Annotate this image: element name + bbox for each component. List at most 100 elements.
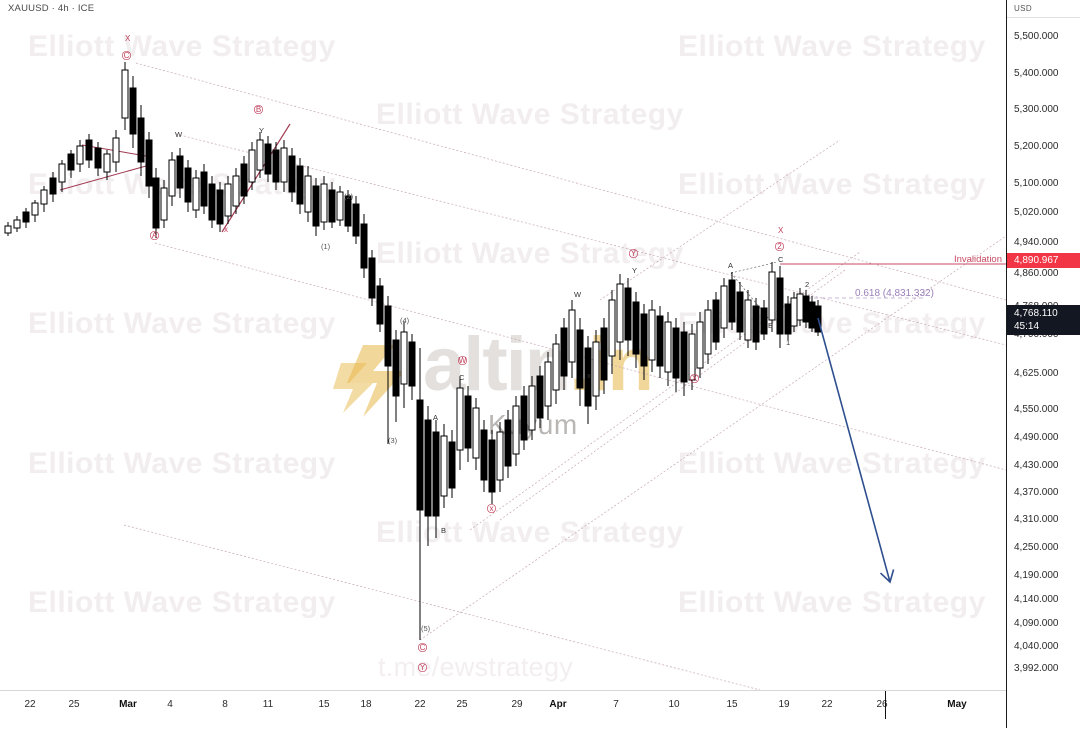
invalidation-label: Invalidation <box>953 254 1002 265</box>
wave-label: x <box>490 504 494 513</box>
price-tick-label: 4,430.000 <box>1014 460 1059 471</box>
wave-label: 1 <box>786 338 790 347</box>
candle-group-wave12 <box>288 148 368 278</box>
wave-label: A <box>152 231 158 240</box>
wave-label: (5) <box>421 624 431 633</box>
wave-label: A <box>728 261 733 270</box>
wave-label: C <box>124 51 130 60</box>
candle-group-w <box>160 148 216 228</box>
wave-label: (4) <box>400 316 410 325</box>
candle-group-a <box>4 130 120 236</box>
time-tick-label: 15 <box>318 699 330 710</box>
time-tick-label: 22 <box>414 699 426 710</box>
wave-label-circle <box>457 355 468 366</box>
wave-label-circle <box>253 104 264 115</box>
wave-label: X <box>125 34 131 43</box>
wave-label: C <box>420 643 426 652</box>
forecast-arrow <box>817 317 895 584</box>
candle-group-y2 <box>608 274 696 396</box>
time-tick-label: 25 <box>68 699 80 710</box>
time-tick-label: 22 <box>24 699 36 710</box>
candle-group-wave45 <box>416 348 464 640</box>
price-tick-label: 5,500.000 <box>1014 31 1059 42</box>
price-tick-label: 4,040.000 <box>1014 641 1059 652</box>
wave-label: C <box>459 373 465 382</box>
symbol-header[interactable]: XAUUSD · 4h · ICE <box>8 3 95 14</box>
axis-corner <box>1006 690 1080 728</box>
price-axis-divider <box>1007 17 1080 18</box>
wave-label: W <box>574 290 582 299</box>
time-tick-label: May <box>947 699 967 710</box>
wave-label-circle <box>774 241 785 252</box>
wave-label: Y <box>259 126 264 135</box>
fib-0618-label: 0.618 (4,831.332) <box>855 288 934 299</box>
wave-label: (2) <box>344 192 354 201</box>
wave-label-circle <box>486 503 497 514</box>
price-tick-label: 5,200.000 <box>1014 141 1059 152</box>
wave-label: x <box>587 371 591 380</box>
wave-label: x <box>224 225 228 234</box>
price-tick-label: 4,370.000 <box>1014 487 1059 498</box>
time-cursor-line <box>885 691 886 719</box>
time-tick-label: 4 <box>167 699 173 710</box>
price-tick-label: 4,860.000 <box>1014 268 1059 279</box>
time-tick-label: 18 <box>360 699 372 710</box>
price-tick-label: 5,020.000 <box>1014 207 1059 218</box>
candlestick-series[interactable] <box>4 62 822 640</box>
wave-label: Y <box>420 663 426 672</box>
price-axis-unit: USD <box>1014 4 1033 13</box>
wave-label: Y <box>632 266 637 275</box>
time-tick-label: 7 <box>613 699 619 710</box>
wave-label: Y <box>631 249 637 258</box>
price-axis[interactable]: USD 5,500.000 5,400.000 5,300.000 5,200.000… <box>1006 0 1080 690</box>
price-tick-label: 5,300.000 <box>1014 104 1059 115</box>
chart-plot-area[interactable]: Elliott Wave Strategy Elliott Wave Strat… <box>0 0 1006 690</box>
last-price-badge[interactable]: 4,768.110 45:14 <box>1007 305 1080 335</box>
price-tick-label: 4,490.000 <box>1014 432 1059 443</box>
wave-label: (3) <box>388 436 398 445</box>
wave-label: B <box>768 321 773 330</box>
invalidation-price-badge[interactable]: 4,890.967 <box>1007 253 1080 268</box>
wave-label: W <box>459 356 467 365</box>
candle-group-wave3 <box>368 250 416 444</box>
time-axis[interactable]: 22 25 Mar 4 8 11 15 18 22 25 29 Apr 7 10 15 19 22 26 May <box>0 690 1080 729</box>
price-tick-label: 3,992.000 <box>1014 663 1059 674</box>
candle-group-c2 <box>768 262 822 348</box>
price-tick-label: 4,140.000 <box>1014 594 1059 605</box>
price-tick-label: 5,400.000 <box>1014 68 1059 79</box>
price-tick-label: 4,625.000 <box>1014 368 1059 379</box>
wave-label: B <box>441 526 446 535</box>
wave-label: W <box>175 130 183 139</box>
wave-label: A <box>433 413 438 422</box>
time-tick-label: Mar <box>119 699 137 710</box>
candle-group-a2 <box>696 272 768 378</box>
wave-label: (1) <box>321 242 331 251</box>
time-tick-label: 15 <box>726 699 738 710</box>
candle-group-w2 <box>544 300 608 424</box>
wave-label: C <box>778 255 784 264</box>
time-tick-label: 19 <box>778 699 790 710</box>
candle-group-x-low <box>216 132 288 232</box>
wave-label: 2 <box>805 280 809 289</box>
time-tick-label: Apr <box>549 699 567 710</box>
price-tick-label: 4,250.000 <box>1014 542 1059 553</box>
candle-group-rec1 <box>464 366 544 504</box>
time-tick-label: 11 <box>262 699 274 710</box>
last-price-value: 4,768.110 <box>1014 308 1058 319</box>
price-tick-label: 4,940.000 <box>1014 237 1059 248</box>
time-tick-label: 26 <box>876 699 888 710</box>
wave-label-circle <box>628 248 639 259</box>
price-tick-label: 5,100.000 <box>1014 178 1059 189</box>
bar-countdown: 45:14 <box>1014 321 1040 332</box>
wave-label-circle <box>417 662 428 673</box>
time-tick-label: 8 <box>222 699 228 710</box>
wave-label-circle <box>689 373 700 384</box>
wave-label: X <box>692 374 698 383</box>
wave-label: X <box>778 226 784 235</box>
trendline-group <box>123 62 1006 690</box>
impulse-trendline <box>221 123 291 233</box>
wave-label: 2 <box>777 242 782 251</box>
